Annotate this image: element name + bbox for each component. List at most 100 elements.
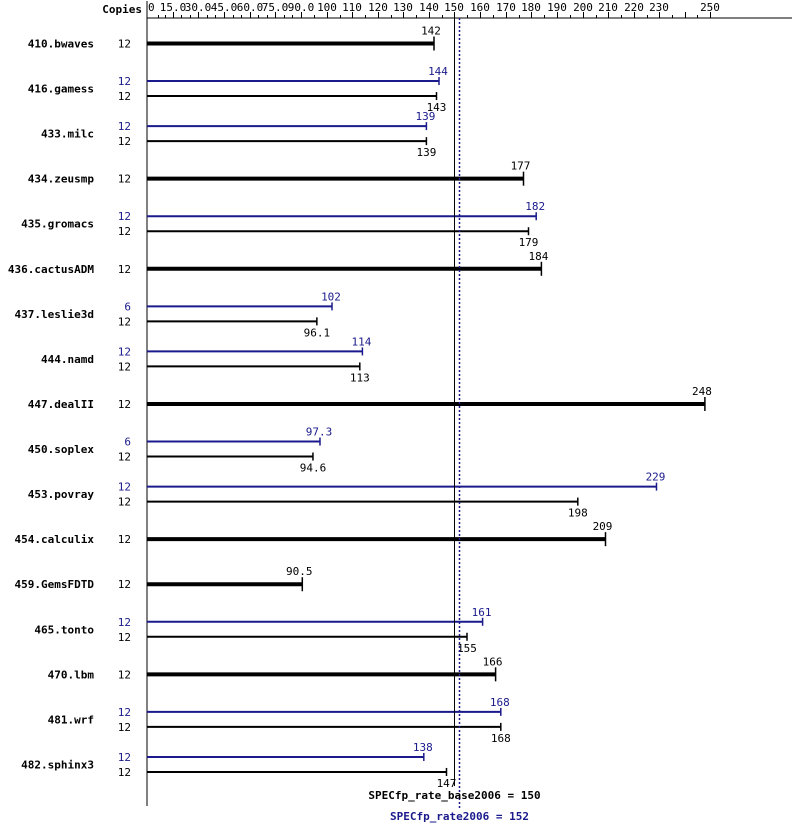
benchmark-row: 450.soplex 6 12 97.3 94.6 bbox=[28, 426, 332, 475]
axis-tick-label: 60.0 bbox=[237, 1, 264, 14]
axis-tick-label: 140 bbox=[419, 1, 439, 14]
axis-tick-label: 110 bbox=[342, 1, 362, 14]
benchmark-name: 447.dealII bbox=[28, 398, 94, 411]
benchmark-name: 470.lbm bbox=[48, 668, 95, 681]
benchmark-name: 481.wrf bbox=[48, 713, 94, 726]
axis-tick-label: 45.0 bbox=[211, 1, 238, 14]
base-value-label: 155 bbox=[457, 642, 477, 655]
peak-copies: 6 bbox=[124, 436, 131, 449]
benchmark-name: 482.sphinx3 bbox=[21, 758, 94, 771]
peak-value-label: 182 bbox=[525, 200, 545, 213]
benchmark-row: 444.namd 12 12 114 113 bbox=[41, 335, 372, 384]
base-copies: 12 bbox=[118, 721, 131, 734]
benchmark-name: 434.zeusmp bbox=[28, 173, 95, 186]
axis-tick-label: 0 bbox=[148, 1, 155, 14]
benchmark-row: 416.gamess 12 12 144 143 bbox=[28, 65, 449, 114]
axis-tick-label: 160 bbox=[470, 1, 490, 14]
benchmark-name: 465.tonto bbox=[34, 623, 94, 636]
axis-tick-label: 170 bbox=[496, 1, 516, 14]
benchmark-row: 437.leslie3d 6 12 102 96.1 bbox=[15, 290, 341, 339]
peak-value-label: 161 bbox=[472, 606, 492, 619]
base-value-label: 248 bbox=[692, 385, 712, 398]
benchmark-row: 482.sphinx3 12 12 138 147 bbox=[21, 741, 456, 790]
peak-value-label: 139 bbox=[415, 110, 435, 123]
axis-tick-label: 130 bbox=[393, 1, 413, 14]
benchmark-row: 470.lbm 12 166 bbox=[48, 655, 503, 685]
base-copies: 12 bbox=[118, 533, 131, 546]
base-value-label: 179 bbox=[519, 236, 539, 249]
peak-copies: 12 bbox=[118, 481, 131, 494]
base-value-label: 209 bbox=[593, 520, 613, 533]
benchmark-name: 410.bwaves bbox=[28, 38, 94, 51]
peak-copies: 12 bbox=[118, 210, 131, 223]
peak-value-label: 229 bbox=[646, 471, 666, 484]
base-copies: 12 bbox=[118, 668, 131, 681]
peak-value-label: 144 bbox=[428, 65, 448, 78]
base-copies: 12 bbox=[118, 90, 131, 103]
base-metric-label: SPECfp_rate_base2006 = 150 bbox=[368, 789, 540, 802]
benchmark-row: 434.zeusmp 12 177 bbox=[28, 160, 531, 189]
axis-tick-label: 210 bbox=[598, 1, 618, 14]
axis-tick-label: 90.0 bbox=[288, 1, 315, 14]
base-copies: 12 bbox=[118, 398, 131, 411]
peak-value-label: 102 bbox=[321, 290, 341, 303]
base-value-label: 90.5 bbox=[286, 565, 313, 578]
base-value-label: 142 bbox=[421, 25, 441, 38]
base-value-label: 94.6 bbox=[300, 462, 327, 475]
base-copies: 12 bbox=[118, 496, 131, 509]
base-copies: 12 bbox=[118, 263, 131, 276]
base-copies: 12 bbox=[118, 451, 131, 464]
benchmark-name: 444.namd bbox=[41, 353, 94, 366]
peak-value-label: 114 bbox=[351, 335, 371, 348]
benchmark-row: 435.gromacs 12 12 182 179 bbox=[21, 200, 545, 249]
benchmark-name: 459.GemsFDTD bbox=[15, 578, 95, 591]
axis-tick-label: 220 bbox=[624, 1, 644, 14]
base-value-label: 147 bbox=[437, 777, 457, 790]
base-value-label: 139 bbox=[416, 146, 436, 159]
base-value-label: 96.1 bbox=[304, 326, 331, 339]
copies-header: Copies bbox=[102, 3, 142, 16]
base-value-label: 184 bbox=[528, 250, 548, 263]
benchmark-name: 453.povray bbox=[28, 488, 95, 501]
benchmark-name: 416.gamess bbox=[28, 83, 94, 96]
benchmark-row: 410.bwaves 12 142 bbox=[28, 25, 441, 54]
benchmark-name: 436.cactusADM bbox=[8, 263, 94, 276]
base-value-label: 143 bbox=[427, 101, 447, 114]
benchmark-name: 450.soplex bbox=[28, 443, 95, 456]
peak-copies: 12 bbox=[118, 706, 131, 719]
base-copies: 12 bbox=[118, 360, 131, 373]
peak-copies: 6 bbox=[124, 300, 131, 313]
axis-tick-label: 190 bbox=[547, 1, 567, 14]
base-value-label: 166 bbox=[483, 655, 503, 668]
benchmark-row: 481.wrf 12 12 168 168 bbox=[48, 696, 511, 745]
axis-tick-label: 75.0 bbox=[262, 1, 289, 14]
axis-tick-label: 150 bbox=[444, 1, 464, 14]
peak-copies: 12 bbox=[118, 616, 131, 629]
base-value-label: 198 bbox=[568, 507, 588, 520]
benchmark-name: 433.milc bbox=[41, 128, 94, 141]
axis-tick-label: 250 bbox=[700, 1, 720, 14]
benchmark-rows: 410.bwaves 12142416.gamess1212144143433.m… bbox=[8, 25, 712, 790]
base-value-label: 177 bbox=[511, 160, 531, 173]
peak-value-label: 168 bbox=[490, 696, 510, 709]
benchmark-row: 453.povray 12 12 229 198 bbox=[28, 471, 666, 520]
benchmark-row: 459.GemsFDTD 12 90.5 bbox=[15, 565, 313, 595]
axis-tick-label: 120 bbox=[368, 1, 388, 14]
base-copies: 12 bbox=[118, 315, 131, 328]
reference-lines: SPECfp_rate_base2006 = 150 SPECfp_rate200… bbox=[368, 18, 541, 823]
benchmark-row: 433.milc 12 12 139 139 bbox=[41, 110, 436, 159]
axis-tick-label: 100 bbox=[317, 1, 337, 14]
benchmark-name: 454.calculix bbox=[15, 533, 95, 546]
base-value-label: 113 bbox=[350, 371, 370, 384]
base-copies: 12 bbox=[118, 766, 131, 779]
peak-value-label: 97.3 bbox=[306, 426, 333, 439]
benchmark-name: 437.leslie3d bbox=[15, 308, 94, 321]
axis-tick-label: 30.0 bbox=[185, 1, 212, 14]
base-copies: 12 bbox=[118, 135, 131, 148]
x-axis: Copies 0 15.030.0 45.0 60.075.0 90.0 100 110 120… bbox=[102, 1, 792, 806]
base-copies: 12 bbox=[118, 631, 131, 644]
base-copies: 12 bbox=[118, 173, 131, 186]
benchmark-row: 465.tonto 12 12 161 155 bbox=[34, 606, 491, 655]
peak-copies: 12 bbox=[118, 120, 131, 133]
